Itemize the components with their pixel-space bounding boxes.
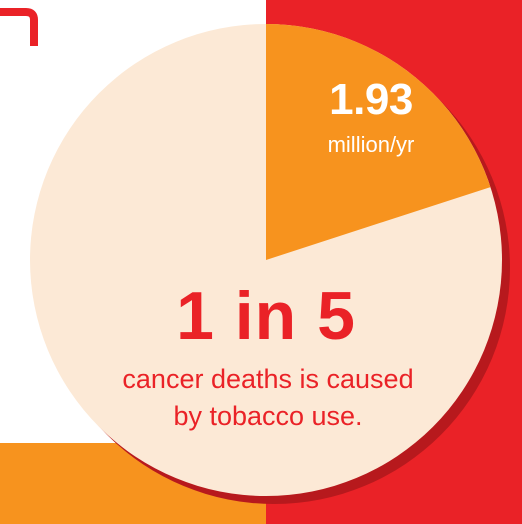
headline-ratio: 1 in 5 — [176, 278, 356, 354]
caption-line-2: by tobacco use. — [173, 401, 363, 431]
slice-unit-label: million/yr — [327, 132, 415, 157]
slice-value-label: 1.93 — [329, 75, 413, 124]
pie-slice-highlight — [266, 24, 491, 260]
caption-line-1: cancer deaths is caused — [122, 364, 414, 394]
red-corner-glyph — [0, 8, 38, 46]
